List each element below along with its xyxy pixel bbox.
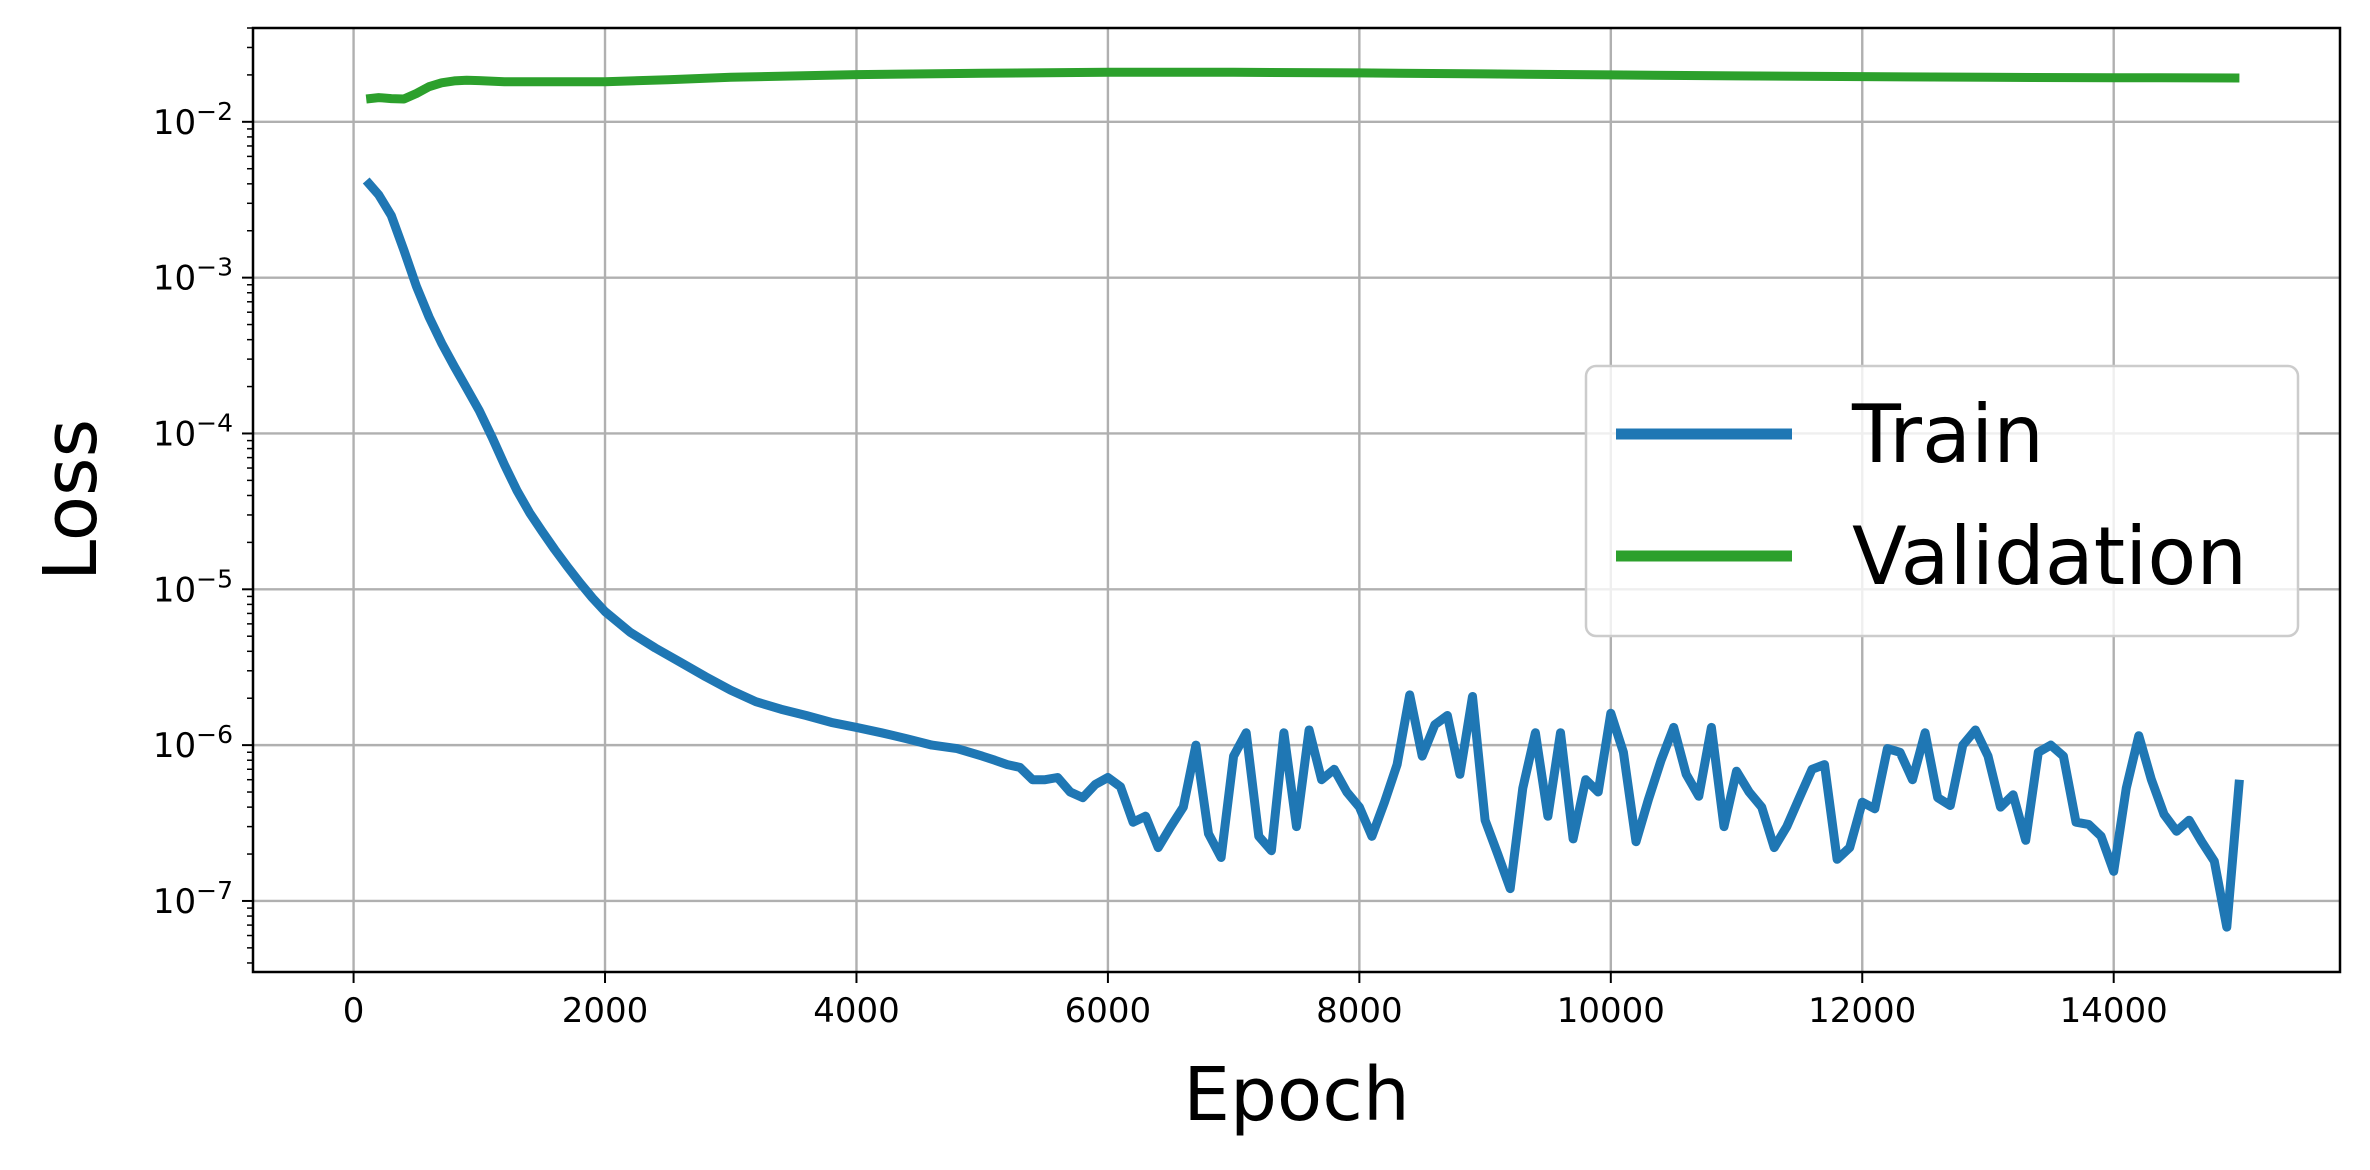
y-tick-label: 10−3 (153, 253, 233, 299)
y-tick-label: 10−4 (153, 408, 233, 454)
x-tick-label: 8000 (1316, 991, 1403, 1031)
y-tick-label: 10−5 (153, 564, 233, 610)
series-lines (362, 67, 2244, 932)
y-axis-title: Loss (28, 419, 114, 581)
x-tick-label: 12000 (1808, 991, 1916, 1031)
x-tick-label: 4000 (813, 991, 900, 1031)
legend-label: Validation (1852, 510, 2247, 603)
x-tick-label: 14000 (2060, 991, 2168, 1031)
plot-frame (251, 26, 2342, 974)
x-tick-label: 0 (343, 991, 365, 1031)
y-tick-label: 10−2 (153, 97, 233, 143)
series-line-train (362, 177, 2244, 932)
x-axis-title: Epoch (1183, 1052, 1410, 1138)
x-tick-label: 2000 (562, 991, 649, 1031)
legend: Train Validation (1584, 364, 2300, 638)
y-tick-label: 10−6 (153, 720, 233, 766)
y-tick-label: 10−7 (153, 876, 233, 922)
series-line-validation (365, 67, 2240, 104)
ticks: 0 2000 4000 6000 8000 10000 12000 14000 10−7 10−6… (153, 97, 2168, 1031)
x-tick-label: 10000 (1557, 991, 1665, 1031)
legend-label: Train (1851, 388, 2044, 481)
x-tick-label: 6000 (1065, 991, 1152, 1031)
